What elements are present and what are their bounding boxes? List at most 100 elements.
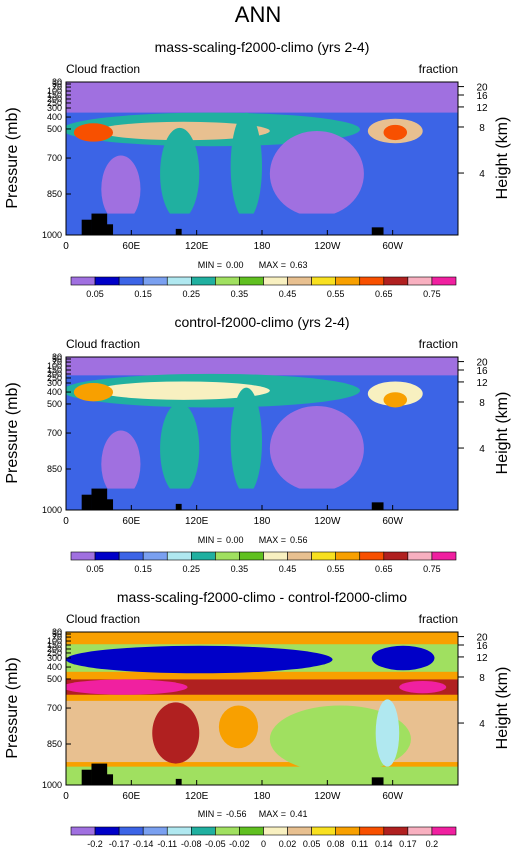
colorbar-label: 0.17 — [399, 839, 417, 849]
colorbar-label: 0.11 — [351, 839, 368, 849]
topography — [91, 763, 108, 785]
max-value: 0.41 — [290, 809, 308, 819]
y-axis-label: Pressure (mb) — [4, 382, 21, 483]
colorbar-label: 0.65 — [375, 289, 393, 299]
colorbar: -0.2 -0.17 -0.14 -0.11 -0.08 -0.05 -0.02 0 0.02 0… — [70, 826, 457, 849]
mid-warm-column — [152, 702, 200, 764]
y-tick-label: 70 — [52, 632, 62, 642]
west-pacific-column — [160, 127, 200, 220]
colorbar-swatch — [383, 826, 409, 836]
colorbar-label: -0.2 — [87, 839, 103, 849]
maritime-column — [230, 112, 262, 220]
colorbar-label: 0.2 — [426, 839, 439, 849]
topography — [91, 213, 108, 235]
colorbar-label: -0.05 — [205, 839, 226, 849]
colorbar-label: 0.45 — [279, 564, 297, 574]
max-label: MAX = — [259, 535, 286, 545]
y-tick-label: 50 — [52, 354, 62, 364]
y-tick-label: 1000 — [42, 230, 62, 240]
panel-title: mass-scaling-f2000-climo - control-f2000… — [117, 589, 407, 605]
y-tick-label: 70 — [52, 357, 62, 367]
maritime-column — [230, 387, 262, 495]
colorbar-label: 0.25 — [183, 564, 201, 574]
colorbar-label: 0.02 — [279, 839, 297, 849]
contour-field — [66, 632, 458, 785]
y-tick-label: 300 — [47, 653, 62, 663]
y-tick-label: 850 — [47, 739, 62, 749]
y-tick-label: 700 — [47, 428, 62, 438]
colorbar-label: 0.08 — [327, 839, 345, 849]
y-tick-label: 250 — [47, 648, 62, 658]
colorbar-swatch — [263, 551, 288, 561]
figure-title: ANN — [235, 2, 281, 27]
height-tick-label: 12 — [476, 653, 488, 664]
x-tick-label: 120W — [314, 241, 341, 252]
colorbar-swatch — [70, 826, 96, 836]
left-label: Cloud fraction — [66, 337, 140, 351]
topography — [175, 778, 182, 785]
colorbar-swatch — [191, 551, 216, 561]
y-tick-label: 700 — [47, 703, 62, 713]
topography — [175, 503, 182, 510]
x-tick-label: 60E — [122, 791, 140, 802]
height-tick-label: 16 — [476, 91, 488, 102]
max-value: 0.63 — [290, 260, 308, 270]
y-tick-label: 200 — [47, 644, 62, 654]
right-label: fraction — [419, 337, 458, 351]
colorbar-swatch — [118, 276, 144, 286]
colorbar-label: 0.05 — [86, 289, 104, 299]
y-tick-label: 30 — [52, 77, 62, 87]
colorbar-swatch — [263, 276, 288, 286]
colorbar-swatch — [359, 551, 385, 561]
max-label: MAX = — [259, 809, 286, 819]
y-tick-label: 850 — [47, 189, 62, 199]
y-tick-label: 250 — [47, 373, 62, 383]
x-tick-label: 60E — [122, 241, 140, 252]
topography — [81, 769, 92, 785]
upper-clear-layer — [66, 82, 458, 113]
y-axis-right-label: Height (km) — [494, 667, 511, 750]
y-tick-label: 100 — [47, 636, 62, 646]
colorbar-swatch — [431, 551, 457, 561]
height-tick-label: 16 — [476, 641, 488, 652]
high-cloud-band-core — [97, 381, 270, 400]
colorbar-swatch — [118, 551, 144, 561]
colorbar-swatch — [142, 276, 168, 286]
y-tick-label: 200 — [47, 369, 62, 379]
colorbar-label: -0.02 — [229, 839, 250, 849]
colorbar-swatch — [359, 826, 385, 836]
africa-high-cloud — [73, 383, 114, 402]
height-tick-label: 16 — [476, 366, 488, 377]
colorbar-label: 0.35 — [231, 564, 249, 574]
topography — [371, 227, 384, 235]
colorbar-label: -0.11 — [157, 839, 177, 849]
y-tick-label: 500 — [47, 124, 62, 134]
x-tick-label: 120E — [185, 791, 209, 802]
panel-title: mass-scaling-f2000-climo (yrs 2-4) — [155, 39, 370, 55]
colorbar-swatch — [431, 826, 457, 836]
east-pacific-dry-region — [269, 405, 364, 492]
y-tick-label: 30 — [52, 627, 62, 637]
colorbar: 0.05 0.15 0.25 0.35 0.45 0.55 0.65 0.75 — [70, 276, 457, 299]
y-axis-right-label: Height (km) — [494, 392, 511, 475]
topography — [175, 228, 182, 235]
colorbar-label: 0.55 — [327, 564, 345, 574]
colorbar-label: -0.14 — [133, 839, 154, 849]
min-label: MIN = — [198, 535, 222, 545]
y-tick-label: 70 — [52, 82, 62, 92]
colorbar-label: 0.05 — [86, 564, 104, 574]
min-label: MIN = — [198, 260, 222, 270]
colorbar-swatch — [239, 551, 264, 561]
y-tick-label: 150 — [47, 640, 62, 650]
height-tick-label: 4 — [479, 444, 485, 455]
height-tick-label: 4 — [479, 169, 485, 180]
colorbar-swatch — [383, 551, 409, 561]
max-value: 0.56 — [290, 535, 308, 545]
x-tick-label: 60E — [122, 516, 140, 527]
y-tick-label: 400 — [47, 112, 62, 122]
colorbar-label: 0.05 — [303, 839, 321, 849]
y-tick-label: 300 — [47, 103, 62, 113]
colorbar-swatch — [311, 826, 336, 836]
americas-core — [383, 124, 408, 141]
